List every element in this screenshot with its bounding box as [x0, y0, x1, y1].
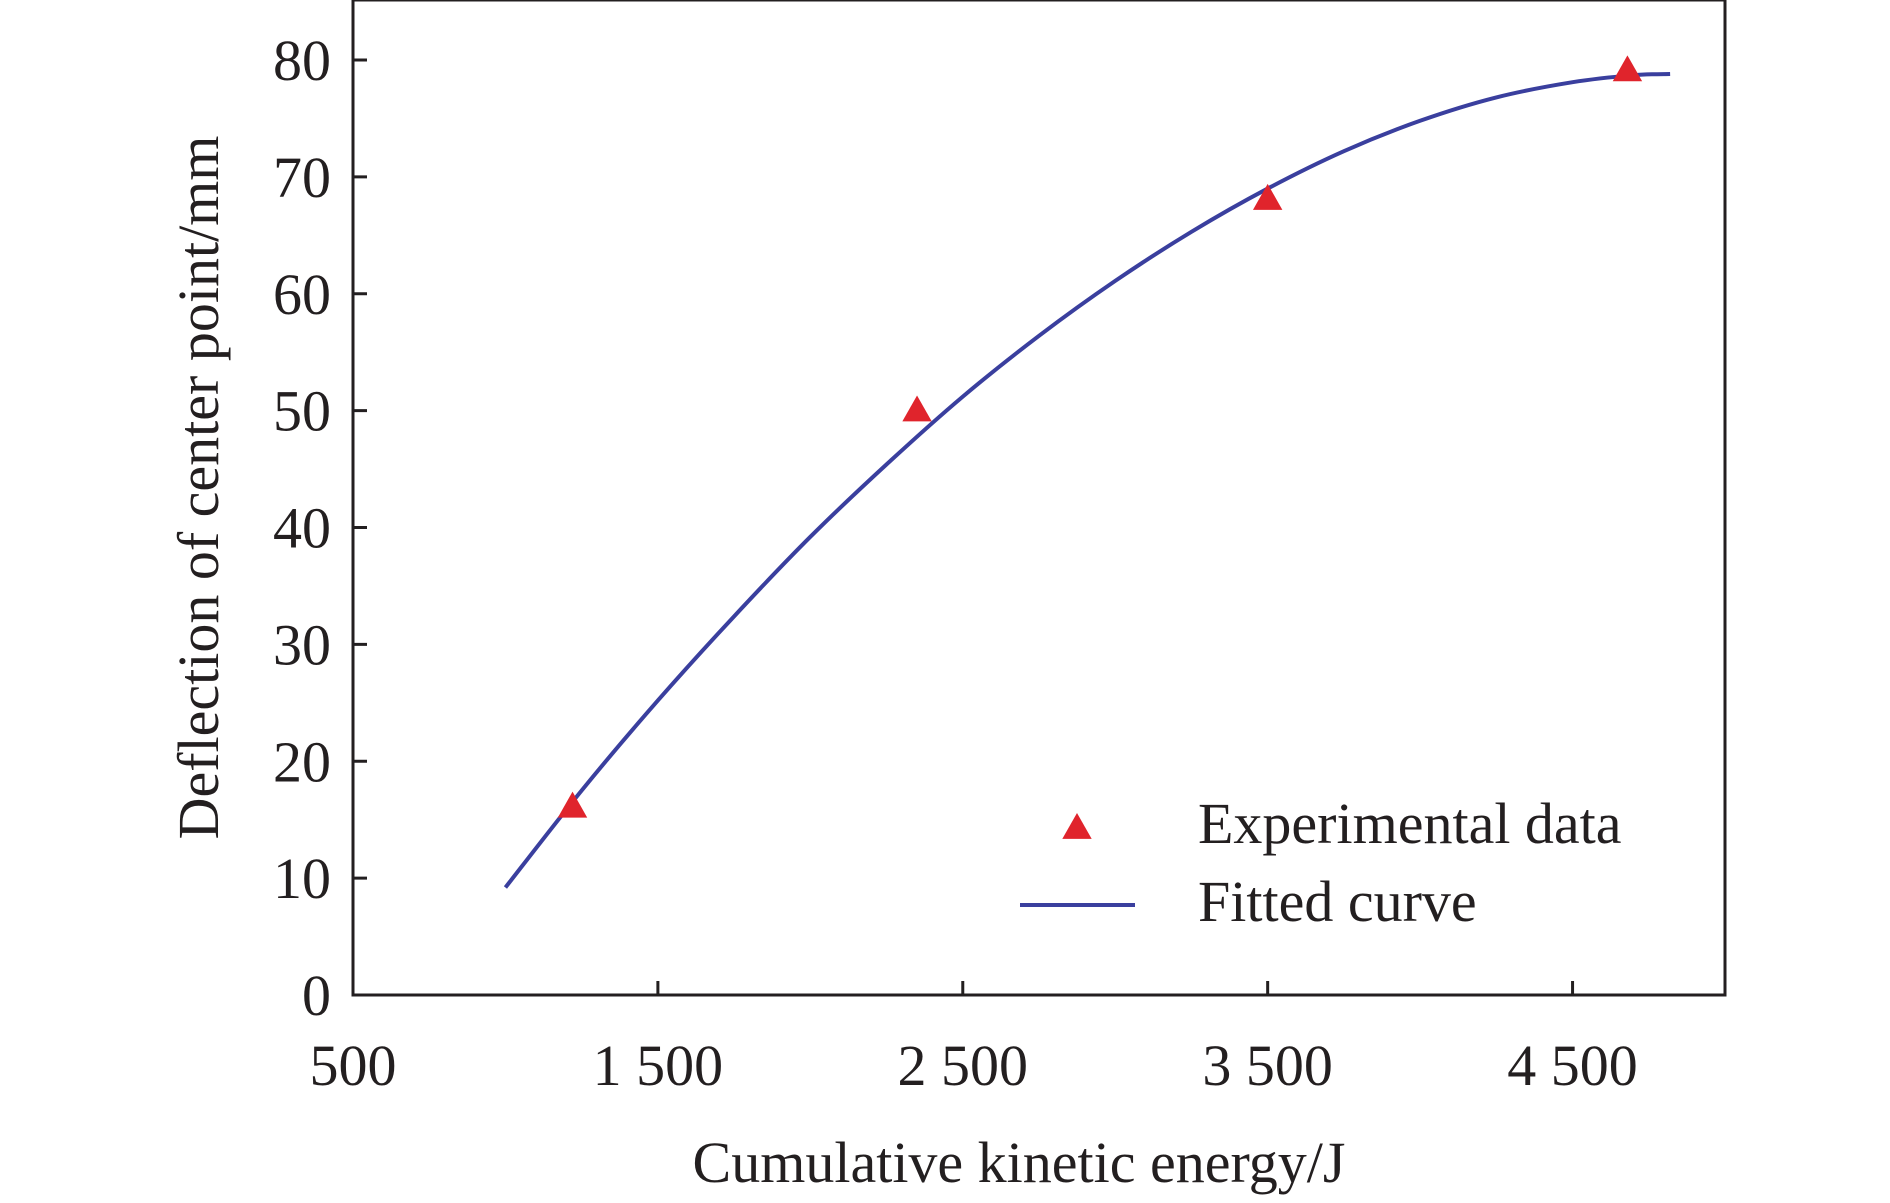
y-axis-title: Deflection of center point/mm: [166, 136, 231, 840]
legend-marker-experimental: [1062, 813, 1092, 839]
experimental-data-point: [902, 395, 932, 422]
y-tick-label: 70: [273, 145, 331, 210]
y-tick-label: 40: [273, 496, 331, 561]
plot-border: [351, 0, 1727, 997]
experimental-data-point: [557, 791, 588, 818]
x-tick-label: 500: [310, 1033, 397, 1098]
x-axis-title: Cumulative kinetic energy/J: [693, 1130, 1346, 1195]
y-axis-ticks: 0 10 20 30 40 50 60 70 80: [273, 28, 367, 1028]
series-layer: [503, 55, 1671, 889]
y-tick-label: 60: [273, 262, 331, 327]
x-tick-label: 1 500: [593, 1033, 724, 1098]
fitted-curve-line: [503, 72, 1671, 889]
experimental-data-point: [1612, 55, 1643, 82]
y-tick-label: 0: [302, 963, 331, 1028]
legend: Experimental data Fitted curve: [1020, 791, 1622, 934]
y-tick-label: 10: [273, 846, 331, 911]
x-tick-label: 2 500: [898, 1033, 1029, 1098]
plot-frame: [351, 0, 1727, 997]
legend-label-experimental: Experimental data: [1198, 791, 1622, 856]
x-tick-label: 3 500: [1202, 1033, 1333, 1098]
y-tick-label: 30: [273, 612, 331, 677]
legend-label-fitted: Fitted curve: [1198, 869, 1477, 934]
y-tick-label: 80: [273, 28, 331, 93]
y-tick-label: 20: [273, 729, 331, 794]
x-axis-ticks: 500 1 500 2 500 3 500 4 500: [310, 981, 1638, 1098]
y-tick-label: 50: [273, 379, 331, 444]
x-tick-label: 4 500: [1507, 1033, 1638, 1098]
experimental-data-point: [1252, 183, 1283, 210]
